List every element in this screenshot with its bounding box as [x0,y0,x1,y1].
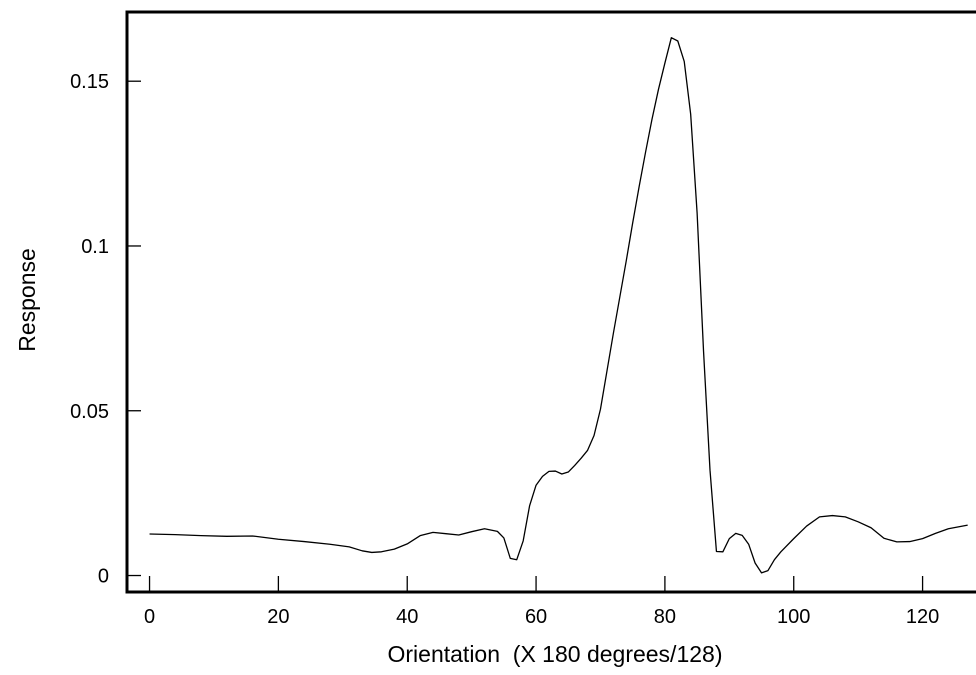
x-tick-label: 40 [396,606,418,628]
x-tick-label: 120 [906,606,939,628]
y-axis-label: Response [14,248,40,352]
y-tick-label: 0.05 [70,401,109,423]
x-tick-label: 80 [654,606,676,628]
plot-frame [125,10,976,594]
x-tick-label: 0 [144,606,155,628]
x-axis-ticks: 0 20 40 60 80 100 120 [144,576,939,628]
y-tick-label: 0.1 [81,236,109,258]
y-axis-ticks: 0 0.05 0.1 0.15 [70,71,141,588]
y-tick-label: 0.15 [70,71,109,93]
x-tick-label: 60 [525,606,547,628]
y-tick-label: 0 [98,566,109,588]
x-tick-label: 100 [777,606,810,628]
x-axis-label: Orientation (X 180 degrees/128) [388,641,723,667]
series-line [149,37,968,574]
x-tick-label: 20 [267,606,289,628]
